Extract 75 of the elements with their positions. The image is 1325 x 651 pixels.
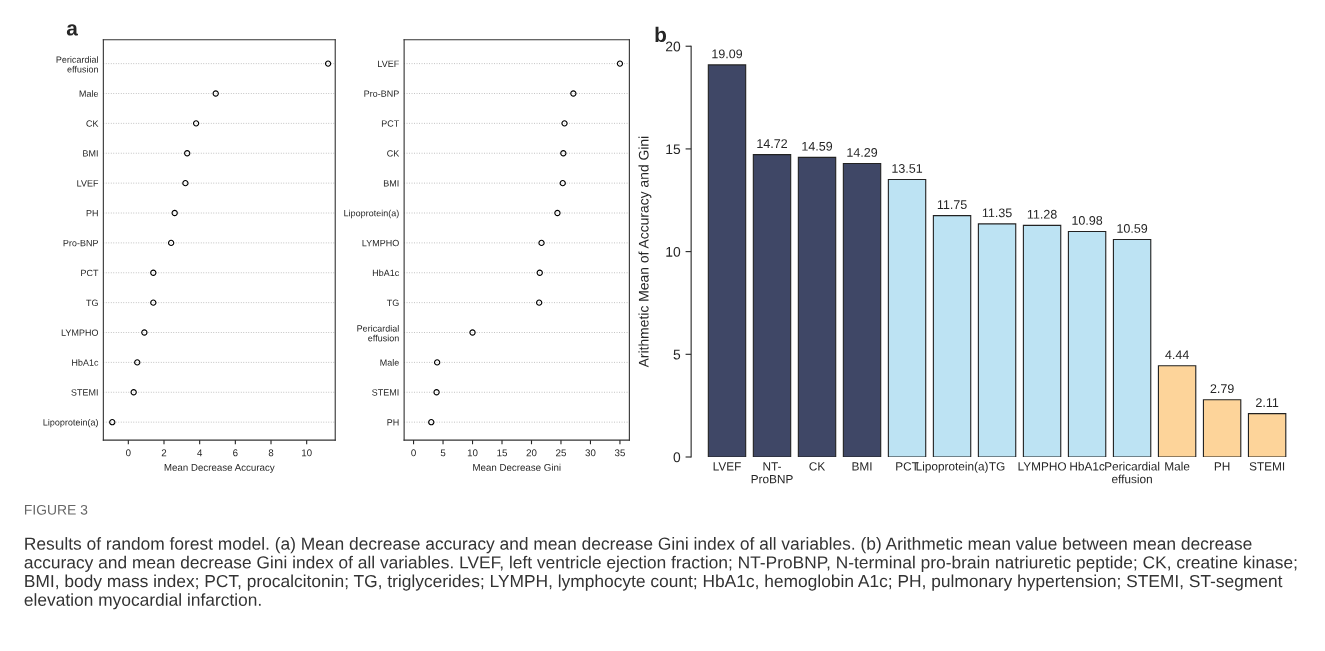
y-tick-label: LYMPHO — [362, 239, 399, 247]
x-tick-label: 5 — [440, 449, 446, 457]
y-tick-label: BMI — [83, 150, 98, 157]
y-tick-label: CK — [387, 150, 400, 157]
y-tick-label: PCT — [81, 269, 99, 277]
x-tick-label: 10 — [302, 449, 312, 457]
y-tick-label: STEMI — [372, 389, 399, 396]
y-tick-label: 5 — [673, 349, 681, 360]
data-label: 19.09 — [712, 49, 743, 59]
caption: FIGURE 3 — [24, 504, 88, 515]
data-label: 2.11 — [1256, 398, 1279, 407]
x-axis-title: Mean Decrease Gini — [473, 463, 561, 471]
y-tick-label: HbA1c — [72, 359, 99, 366]
y-tick-label: Male — [79, 90, 99, 97]
data-label: 4.44 — [1165, 350, 1189, 360]
x-tick-label: 4 — [197, 449, 203, 457]
x-tick-label: 6 — [233, 449, 238, 457]
x-tick-label: 30 — [585, 449, 596, 457]
y-tick-label: CK — [86, 120, 99, 127]
x-tick-label: 15 — [497, 449, 508, 457]
x-tick-label: LVEF — [713, 462, 741, 471]
y-tick-label: PCT — [381, 120, 400, 127]
y-tick-label: STEMI — [71, 389, 98, 396]
y-tick-label: Pro-BNP — [63, 239, 99, 247]
x-tick-label: STEMI — [1249, 462, 1285, 471]
x-tick-label: 35 — [614, 449, 625, 457]
y-tick-label: HbA1c — [372, 269, 400, 277]
y-tick-label: Pericardial effusion — [56, 56, 98, 73]
x-tick-label: 2 — [161, 449, 167, 457]
x-tick-label: 20 — [526, 449, 537, 457]
x-tick-label: 10 — [467, 449, 478, 457]
y-tick-label: Lipoprotein(a) — [344, 209, 399, 219]
x-tick-label: HbA1c — [1070, 461, 1105, 471]
x-tick-label: BMI — [852, 462, 872, 471]
x-axis-title: Mean Decrease Accuracy — [164, 464, 275, 473]
data-label: 10.98 — [1072, 215, 1103, 225]
y-tick-label: TG — [86, 299, 98, 306]
y-tick-label: 10 — [666, 246, 681, 257]
y-tick-label: Lipoprotein(a) — [43, 418, 98, 428]
x-tick-label: 0 — [126, 449, 131, 457]
y-tick-label: LVEF — [378, 60, 399, 67]
x-tick-label: LYMPHO — [1018, 462, 1066, 471]
x-tick-label: Pericardial effusion — [1105, 461, 1160, 484]
y-tick-label: LVEF — [77, 180, 99, 187]
y-tick-label: LYMPHO — [61, 329, 99, 336]
y-tick-label: 15 — [666, 144, 681, 155]
y-tick-label: Male — [380, 359, 399, 366]
y-tick-label: Pericardial effusion — [357, 325, 399, 342]
y-axis-title: Arithmetic Mean of Accuracy and Gini — [638, 136, 652, 368]
data-label: 11.35 — [982, 208, 1012, 218]
data-label: 11.28 — [1027, 209, 1057, 219]
x-tick-label: PH — [1214, 462, 1230, 471]
x-tick-label: 0 — [411, 449, 416, 457]
x-tick-label: CK — [809, 462, 826, 471]
data-label: 2.79 — [1210, 384, 1234, 394]
y-tick-label: Pro-BNP — [364, 90, 399, 97]
y-tick-label: 20 — [665, 41, 681, 52]
y-tick-label: PH — [387, 419, 399, 426]
x-tick-label: 8 — [268, 449, 274, 457]
y-tick-label: BMI — [383, 180, 399, 187]
chart-title: b — [655, 26, 667, 43]
x-tick-label: Male — [1165, 461, 1190, 471]
data-label: 14.59 — [802, 141, 833, 151]
data-label: 10.59 — [1117, 224, 1148, 233]
y-tick-label: TG — [386, 299, 399, 306]
data-label: 14.29 — [847, 148, 878, 157]
data-label: 14.72 — [757, 139, 788, 148]
x-tick-label: TG — [989, 462, 1005, 471]
y-tick-label: PH — [86, 210, 98, 217]
x-tick-label: NT- ProBNP — [751, 462, 793, 484]
chart-title: a — [66, 24, 78, 36]
data-label: 11.75 — [937, 200, 967, 210]
x-tick-label: 25 — [556, 449, 566, 457]
text: Results of random forest model. (a) Mean decrease accuracy and mean decrease Gini index of all variables. (b) Arithmetic mean value between mean decrease accuracy and mean decrease Gini index of all variables. LVEF, left ventricle ejection fraction; NT-ProBNP, N-terminal pro-brain natriuretic peptide; CK, creatine kinase; BMI, body mass index; PCT, procalcitonin; TG, triglycerides; LYMPH, lymphocyte count; HbA1c, hemoglobin A1c; PH, pulmonary hypertension; STEMI, ST-segment elevation myocardial infarction. — [24, 537, 1297, 610]
data-label: 13.51 — [892, 164, 923, 173]
